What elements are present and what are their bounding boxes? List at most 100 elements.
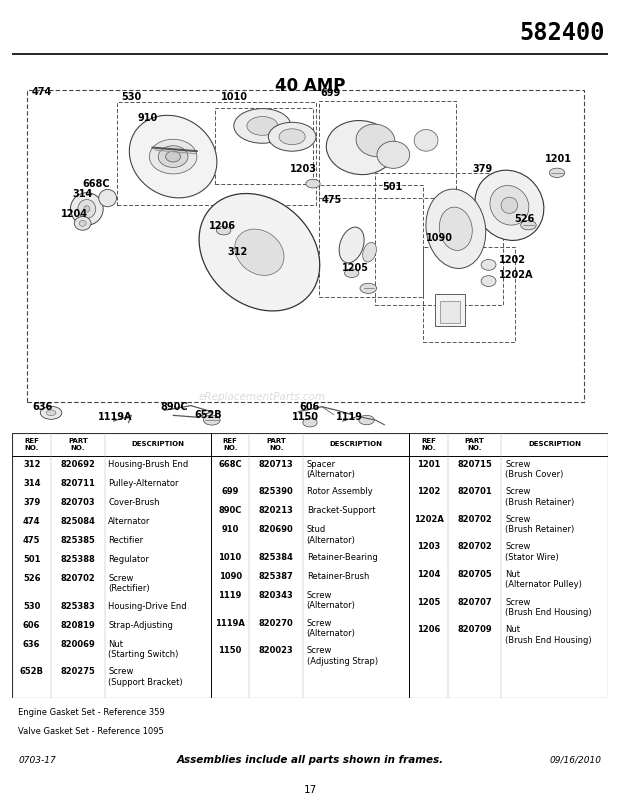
Text: Screw
(Brush Cover): Screw (Brush Cover)	[505, 460, 564, 479]
Circle shape	[303, 419, 317, 427]
Text: 820701: 820701	[458, 487, 492, 496]
Text: 825084: 825084	[60, 516, 95, 526]
Text: Screw
(Brush Retainer): Screw (Brush Retainer)	[505, 487, 574, 507]
Circle shape	[306, 180, 320, 188]
Ellipse shape	[130, 115, 217, 198]
Text: 820702: 820702	[458, 515, 492, 524]
Text: Nut
(Brush End Housing): Nut (Brush End Housing)	[505, 626, 591, 645]
Text: 820702: 820702	[61, 574, 95, 583]
Text: DESCRIPTION: DESCRIPTION	[131, 441, 184, 448]
Text: 606: 606	[23, 621, 40, 630]
Text: 890C: 890C	[218, 506, 242, 515]
Text: PART
NO.: PART NO.	[68, 438, 88, 451]
Text: 474: 474	[32, 87, 52, 96]
Text: 1203: 1203	[290, 164, 317, 174]
Text: 820023: 820023	[259, 646, 294, 655]
Circle shape	[216, 226, 231, 235]
Text: Screw
(Alternator): Screw (Alternator)	[307, 591, 355, 610]
Text: PART
NO.: PART NO.	[465, 438, 485, 451]
Text: 820709: 820709	[458, 626, 492, 634]
Text: 1150: 1150	[292, 412, 319, 422]
Text: 820343: 820343	[259, 591, 294, 600]
Text: Regulator: Regulator	[108, 555, 149, 564]
Text: 1119A: 1119A	[97, 412, 132, 422]
Text: Nut
(Alternator Pulley): Nut (Alternator Pulley)	[505, 570, 582, 589]
Text: 314: 314	[72, 189, 92, 200]
Text: 825384: 825384	[259, 553, 294, 562]
Text: 910: 910	[221, 525, 239, 534]
Text: 1090: 1090	[219, 572, 242, 581]
Circle shape	[203, 415, 220, 425]
Text: 825387: 825387	[259, 572, 294, 581]
Text: Strap-Adjusting: Strap-Adjusting	[108, 621, 173, 630]
Circle shape	[521, 221, 536, 230]
Text: 1202A: 1202A	[499, 269, 534, 280]
Text: 820819: 820819	[61, 621, 95, 630]
Bar	[27, 90, 584, 402]
Text: 1090: 1090	[426, 233, 453, 243]
Text: 820715: 820715	[457, 460, 492, 468]
Text: 474: 474	[23, 516, 40, 526]
Ellipse shape	[235, 229, 284, 275]
Circle shape	[247, 116, 278, 136]
Text: Rotor Assembly: Rotor Assembly	[307, 487, 373, 496]
Text: Spacer
(Alternator): Spacer (Alternator)	[307, 460, 355, 479]
Text: 652B: 652B	[20, 667, 44, 676]
Text: Screw
(Adjusting Strap): Screw (Adjusting Strap)	[307, 646, 378, 666]
Text: 820711: 820711	[60, 479, 95, 488]
Circle shape	[345, 269, 359, 277]
Ellipse shape	[481, 276, 496, 286]
Bar	[319, 100, 456, 198]
Text: 825388: 825388	[61, 555, 95, 564]
Text: Stud
(Alternator): Stud (Alternator)	[307, 525, 355, 545]
Text: 1202: 1202	[417, 487, 440, 496]
Text: 820702: 820702	[458, 542, 492, 552]
Text: 699: 699	[221, 487, 239, 496]
Ellipse shape	[377, 141, 410, 168]
Text: 606: 606	[299, 402, 319, 411]
Text: 1205: 1205	[417, 597, 440, 606]
Bar	[435, 294, 465, 326]
Text: 636: 636	[23, 640, 40, 649]
Text: REF
NO.: REF NO.	[421, 438, 436, 451]
Text: 379: 379	[472, 164, 493, 174]
Text: Retainer-Bearing: Retainer-Bearing	[307, 553, 378, 562]
Text: Screw
(Rectifier): Screw (Rectifier)	[108, 574, 150, 593]
Text: Screw
(Support Bracket): Screw (Support Bracket)	[108, 667, 183, 687]
Text: 1203: 1203	[417, 542, 440, 552]
Text: 312: 312	[23, 460, 40, 468]
Ellipse shape	[199, 193, 320, 311]
Text: Nut
(Starting Switch): Nut (Starting Switch)	[108, 640, 179, 659]
Text: 1205: 1205	[342, 264, 368, 273]
Text: 09/16/2010: 09/16/2010	[550, 756, 601, 765]
Text: 820270: 820270	[259, 618, 294, 628]
Text: Engine Gasket Set - Reference 359: Engine Gasket Set - Reference 359	[19, 708, 165, 718]
Text: 1204: 1204	[61, 209, 88, 219]
Text: 582400: 582400	[519, 22, 604, 45]
Circle shape	[359, 415, 374, 425]
Text: 1206: 1206	[209, 221, 236, 231]
Text: 825385: 825385	[60, 536, 95, 545]
Text: 40 AMP: 40 AMP	[275, 77, 345, 95]
Text: PART
NO.: PART NO.	[267, 438, 286, 451]
Text: 825390: 825390	[259, 487, 294, 496]
Text: 652B: 652B	[194, 411, 221, 420]
Text: 820690: 820690	[259, 525, 294, 534]
Ellipse shape	[501, 197, 518, 213]
Text: 820069: 820069	[61, 640, 95, 649]
Bar	[376, 172, 503, 305]
Text: 820713: 820713	[259, 460, 294, 468]
Ellipse shape	[79, 221, 86, 226]
Text: 1202: 1202	[499, 255, 526, 265]
Text: Retainer-Brush: Retainer-Brush	[307, 572, 369, 581]
Text: DESCRIPTION: DESCRIPTION	[528, 441, 581, 448]
Text: Housing-Brush End: Housing-Brush End	[108, 460, 188, 468]
Text: Alternator: Alternator	[108, 516, 151, 526]
Circle shape	[549, 168, 565, 177]
Text: 530: 530	[122, 92, 141, 102]
Text: 699: 699	[321, 88, 341, 99]
Circle shape	[360, 283, 377, 294]
Text: 1202A: 1202A	[414, 515, 443, 524]
Text: Rectifier: Rectifier	[108, 536, 143, 545]
Text: Valve Gasket Set - Reference 1095: Valve Gasket Set - Reference 1095	[19, 727, 164, 736]
